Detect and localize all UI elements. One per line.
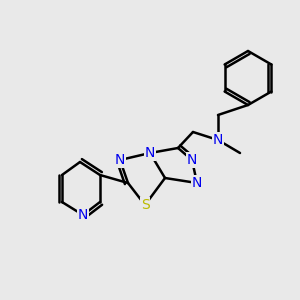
Text: S: S — [141, 198, 149, 212]
Text: N: N — [192, 176, 202, 190]
Text: N: N — [78, 208, 88, 222]
Text: N: N — [187, 153, 197, 167]
Text: N: N — [145, 146, 155, 160]
Text: N: N — [213, 133, 223, 147]
Text: N: N — [115, 153, 125, 167]
